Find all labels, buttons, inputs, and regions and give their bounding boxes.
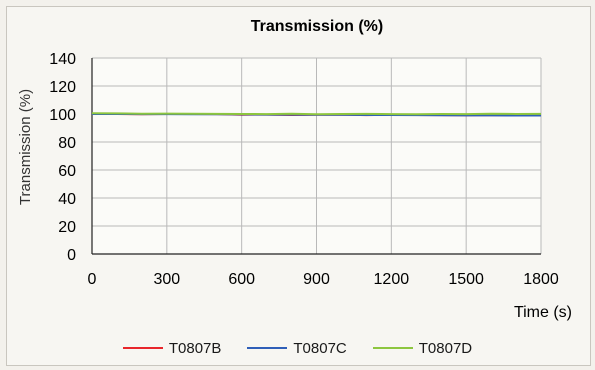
y-tick-label: 140	[49, 51, 76, 68]
legend-item-t0807d: T0807D	[372, 339, 473, 357]
x-tick-label: 1200	[374, 271, 410, 288]
x-tick-label: 1800	[523, 271, 559, 288]
legend: T0807B T0807C T0807D	[0, 336, 595, 360]
y-tick-label: 100	[49, 107, 76, 124]
legend-label: T0807C	[293, 339, 347, 357]
y-tick-label: 120	[49, 79, 76, 96]
y-tick-label: 0	[67, 247, 76, 264]
legend-item-t0807b: T0807B	[122, 339, 222, 357]
x-tick-label: 900	[303, 271, 330, 288]
x-axis-label: Time (s)	[514, 304, 572, 321]
y-axis-label: Transmission (%)	[17, 89, 34, 205]
y-tick-label: 80	[58, 135, 76, 152]
legend-swatch	[122, 347, 163, 349]
legend-swatch	[372, 347, 413, 349]
legend-label: T0807D	[418, 339, 473, 357]
legend-swatch	[247, 347, 288, 349]
x-tick-label: 600	[228, 271, 255, 288]
legend-label: T0807B	[168, 339, 222, 357]
series-line-t0807d	[91, 112, 542, 116]
y-tick-label: 60	[58, 163, 76, 180]
chart-title: Transmission (%)	[251, 18, 383, 35]
legend-item-t0807c: T0807C	[247, 339, 347, 357]
plot-area: 0 20 40 60 80 100 120 140 0 300 600 900 1200 1500 1800	[49, 51, 559, 288]
x-tick-label: 1500	[448, 271, 484, 288]
y-tick-label: 40	[58, 191, 76, 208]
x-tick-label: 0	[88, 271, 97, 288]
y-tick-label: 20	[58, 219, 76, 236]
x-tick-label: 300	[153, 271, 180, 288]
